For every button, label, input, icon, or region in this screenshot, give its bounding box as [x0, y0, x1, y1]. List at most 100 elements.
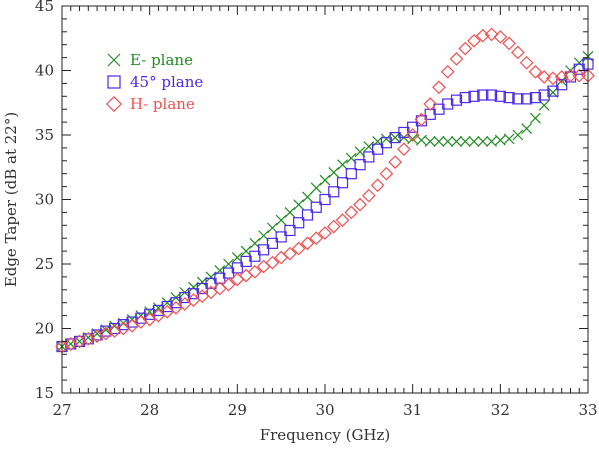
- data-point-x: [424, 136, 436, 147]
- data-point-diamond: [361, 188, 376, 203]
- data-point-square: [407, 121, 419, 133]
- data-point-diamond: [300, 236, 315, 251]
- data-point-x: [266, 222, 278, 234]
- data-point-square: [450, 94, 463, 106]
- data-point-square: [459, 91, 471, 104]
- data-point-x: [275, 214, 287, 226]
- data-point-x: [477, 136, 489, 147]
- data-point-square: [310, 201, 322, 213]
- data-point-diamond: [493, 30, 508, 44]
- legend-label: E- plane: [130, 51, 193, 69]
- data-point-x: [337, 159, 348, 171]
- data-point-square: [372, 143, 384, 155]
- data-point-square: [521, 93, 533, 105]
- x-tick-label: 30: [315, 401, 334, 419]
- data-point-diamond: [353, 197, 367, 212]
- x-tick-label: 27: [52, 401, 71, 419]
- data-point-square: [161, 300, 173, 313]
- data-point-x: [433, 136, 445, 147]
- data-point-diamond: [511, 45, 525, 60]
- data-point-square: [503, 91, 515, 104]
- data-point-square: [275, 231, 287, 243]
- data-point-diamond: [248, 264, 262, 279]
- data-point-diamond: [291, 241, 306, 256]
- data-point-square: [442, 98, 454, 110]
- data-point-square: [529, 91, 542, 104]
- legend-marker-square: [107, 75, 121, 89]
- data-point-square: [266, 237, 278, 249]
- data-point-x: [451, 136, 462, 147]
- data-point-diamond: [414, 112, 429, 127]
- data-point-square: [494, 90, 506, 102]
- x-tick-label: 29: [228, 401, 247, 419]
- data-point-square: [117, 319, 129, 331]
- legend-marker-diamond: [105, 95, 123, 113]
- y-tick-label: 40: [35, 62, 54, 80]
- data-point-square: [477, 89, 489, 101]
- data-point-square: [328, 186, 340, 198]
- data-point-square: [100, 325, 112, 337]
- data-point-square: [363, 151, 375, 163]
- data-point-x: [486, 136, 497, 147]
- data-point-x: [503, 133, 515, 145]
- data-point-diamond: [221, 277, 236, 292]
- data-point-square: [152, 304, 165, 317]
- data-point-diamond: [432, 80, 446, 95]
- legend-marker-x: [107, 53, 121, 67]
- data-point-square: [345, 168, 357, 180]
- data-point-diamond: [519, 55, 534, 70]
- y-tick-label: 30: [35, 191, 54, 209]
- data-point-square: [144, 308, 156, 320]
- data-point-square: [135, 312, 147, 324]
- x-tick-label: 28: [140, 401, 159, 419]
- data-point-diamond: [388, 155, 402, 169]
- data-point-diamond: [397, 142, 411, 157]
- data-point-diamond: [326, 219, 341, 234]
- data-point-diamond: [335, 213, 350, 227]
- data-point-x: [310, 182, 322, 194]
- data-point-x: [529, 112, 541, 124]
- data-point-x: [459, 136, 471, 147]
- data-point-square: [354, 159, 366, 171]
- data-point-square: [319, 193, 331, 206]
- data-point-square: [485, 89, 498, 101]
- data-point-x: [319, 174, 331, 186]
- data-point-diamond: [405, 128, 420, 142]
- data-point-square: [126, 316, 138, 328]
- data-point-diamond: [440, 64, 455, 79]
- y-tick-label: 45: [35, 0, 54, 15]
- data-point-x: [416, 134, 427, 146]
- legend-label: 45° plane: [130, 73, 203, 91]
- data-point-diamond: [528, 64, 543, 79]
- x-tick-label: 33: [578, 401, 597, 419]
- data-point-square: [258, 244, 270, 256]
- x-tick-label: 32: [491, 401, 510, 419]
- data-point-diamond: [265, 255, 280, 270]
- data-point-diamond: [502, 36, 516, 51]
- data-point-x: [284, 206, 296, 218]
- data-point-square: [336, 177, 349, 189]
- data-point-diamond: [458, 41, 473, 56]
- data-point-x: [442, 136, 454, 147]
- data-point-diamond: [537, 70, 552, 84]
- data-point-square: [301, 209, 314, 221]
- y-tick-label: 25: [35, 255, 54, 273]
- data-point-x: [468, 136, 480, 147]
- data-point-square: [284, 224, 296, 237]
- data-point-x: [512, 129, 524, 141]
- y-tick-label: 15: [35, 384, 54, 402]
- data-point-diamond: [318, 226, 332, 240]
- y-tick-label: 20: [35, 320, 54, 338]
- data-point-square: [538, 89, 550, 101]
- data-point-diamond: [379, 166, 394, 181]
- data-point-x: [328, 166, 340, 178]
- data-point-diamond: [344, 205, 359, 220]
- x-axis-label: Frequency (GHz): [260, 426, 391, 444]
- data-point-diamond: [484, 27, 499, 42]
- data-point-square: [468, 90, 480, 102]
- data-point-square: [547, 85, 559, 97]
- series-diamond: [55, 27, 595, 354]
- data-point-x: [302, 191, 313, 203]
